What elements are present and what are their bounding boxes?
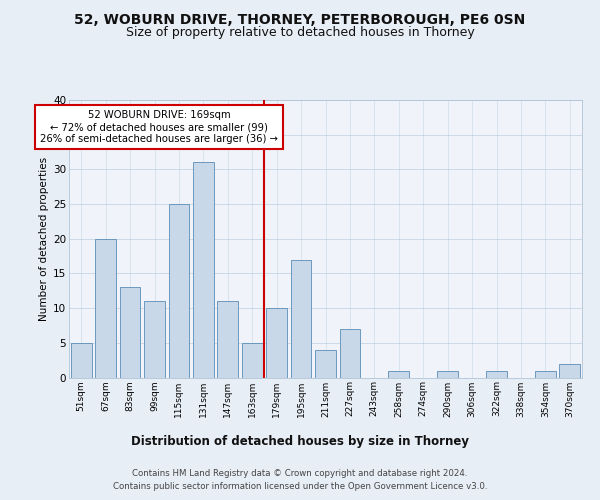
Text: 52 WOBURN DRIVE: 169sqm
← 72% of detached houses are smaller (99)
26% of semi-de: 52 WOBURN DRIVE: 169sqm ← 72% of detache… (40, 110, 278, 144)
Bar (266, 308, 287, 378)
Bar (315, 350, 336, 378)
Bar (437, 370, 458, 378)
Text: 52, WOBURN DRIVE, THORNEY, PETERBOROUGH, PE6 0SN: 52, WOBURN DRIVE, THORNEY, PETERBOROUGH,… (74, 12, 526, 26)
Bar (169, 204, 190, 378)
Bar (340, 329, 361, 378)
Bar (71, 343, 92, 378)
Bar (290, 260, 311, 378)
Bar (193, 162, 214, 378)
Bar (95, 239, 116, 378)
Bar (217, 301, 238, 378)
Bar (535, 370, 556, 378)
Bar (559, 364, 580, 378)
Text: Contains HM Land Registry data © Crown copyright and database right 2024.: Contains HM Land Registry data © Crown c… (132, 469, 468, 478)
Bar (144, 301, 165, 378)
Bar (486, 370, 507, 378)
Bar (119, 288, 140, 378)
Text: Contains public sector information licensed under the Open Government Licence v3: Contains public sector information licen… (113, 482, 487, 491)
Text: Distribution of detached houses by size in Thorney: Distribution of detached houses by size … (131, 435, 469, 448)
Bar (242, 343, 263, 378)
Y-axis label: Number of detached properties: Number of detached properties (39, 156, 49, 321)
Bar (388, 370, 409, 378)
Text: Size of property relative to detached houses in Thorney: Size of property relative to detached ho… (125, 26, 475, 39)
